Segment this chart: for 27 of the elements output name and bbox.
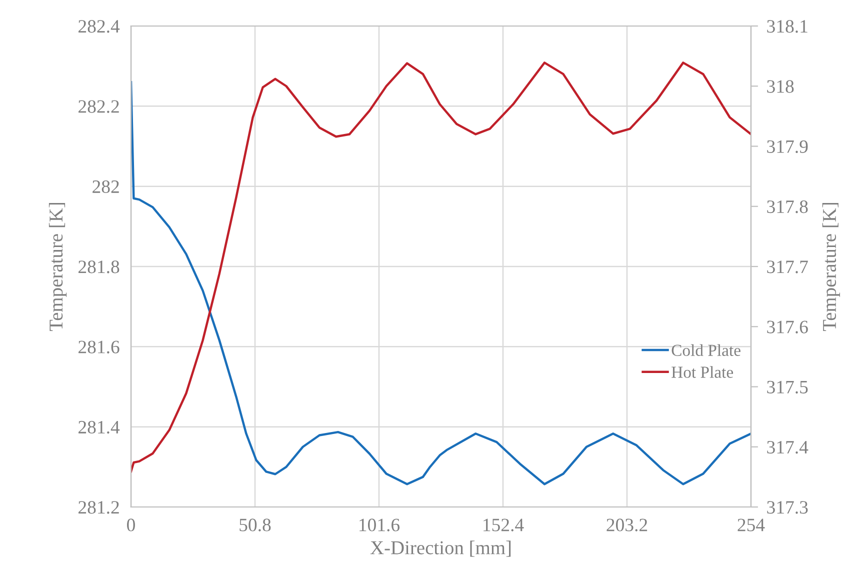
x-tick-label: 101.6 bbox=[360, 518, 400, 532]
y2-axis-title: Temperature [K] bbox=[822, 203, 840, 332]
y2-tick-label: 318 bbox=[767, 80, 794, 93]
legend-label: Hot Plate bbox=[672, 366, 734, 378]
y2-tick-label: 317.4 bbox=[767, 440, 808, 454]
x-tick-label: 152.4 bbox=[484, 518, 524, 532]
y-tick-label: 282 bbox=[92, 180, 119, 194]
y2-tick-label: 317.8 bbox=[767, 200, 808, 214]
y2-tick-label: 317.7 bbox=[767, 260, 808, 274]
y-tick-label: 282.2 bbox=[78, 100, 119, 113]
y2-tick-label: 317.5 bbox=[767, 380, 808, 394]
y-tick-label: 282.4 bbox=[78, 20, 120, 33]
x-axis-title: X-Direction [mm] bbox=[370, 540, 511, 557]
x-tick-label: 0 bbox=[127, 518, 135, 532]
y-tick-label: 281.2 bbox=[78, 501, 119, 514]
y2-tick-label: 317.6 bbox=[767, 320, 808, 334]
y2-tick-label: 317.9 bbox=[767, 140, 808, 154]
y-tick-label: 281.8 bbox=[78, 260, 120, 274]
y-tick-label: 281.4 bbox=[78, 420, 120, 434]
y2-tick-label: 317.3 bbox=[767, 501, 808, 514]
y-tick-label: 281.6 bbox=[78, 340, 120, 354]
y-axis-title: Temperature [K] bbox=[48, 203, 67, 332]
x-tick-label: 50.8 bbox=[240, 518, 271, 532]
y2-tick-label: 318.1 bbox=[767, 20, 808, 33]
legend-label: Cold Plate bbox=[672, 344, 740, 356]
x-tick-label: 254 bbox=[738, 518, 765, 532]
x-tick-label: 203.2 bbox=[606, 518, 648, 532]
